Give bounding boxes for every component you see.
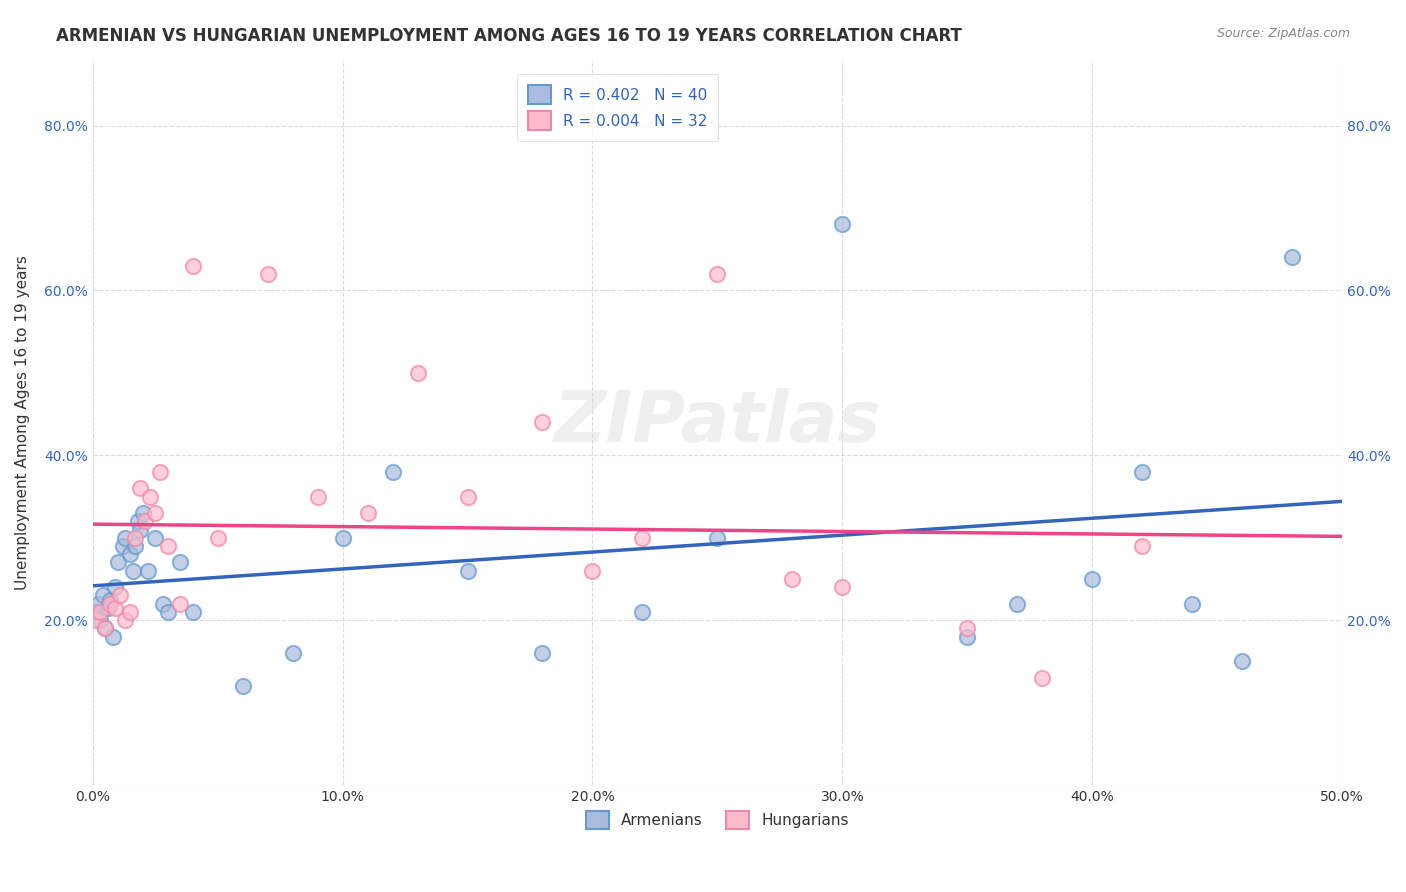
Point [457,564,479,578]
Point [127,514,149,528]
Point [94,622,117,636]
Text: ZIPatlas: ZIPatlas [554,388,882,457]
Point [531,646,554,660]
Point [1130,465,1153,479]
Point [98,592,121,607]
Point [121,564,143,578]
Point [356,506,378,520]
Point [706,531,728,545]
Point [956,622,979,636]
Point [307,490,329,504]
Point [381,465,404,479]
Point [1130,539,1153,553]
Point [84,605,107,619]
Point [831,218,853,232]
Point [89,605,111,619]
Point [406,366,429,380]
Point [89,613,111,627]
Point [114,531,136,545]
Point [332,531,354,545]
Point [107,556,129,570]
Point [98,597,121,611]
Point [143,506,166,520]
Point [101,630,124,644]
Point [181,259,204,273]
Point [457,490,479,504]
Point [120,605,142,619]
Point [131,506,153,520]
Point [1281,251,1303,265]
Point [207,531,229,545]
Point [108,589,131,603]
Point [181,605,204,619]
Point [1181,597,1204,611]
Point [232,679,254,693]
Point [531,415,554,429]
Point [120,547,142,561]
Point [156,605,179,619]
Point [136,564,159,578]
Point [129,481,152,495]
Text: ARMENIAN VS HUNGARIAN UNEMPLOYMENT AMONG AGES 16 TO 19 YEARS CORRELATION CHART: ARMENIAN VS HUNGARIAN UNEMPLOYMENT AMONG… [56,27,962,45]
Legend: Armenians, Hungarians: Armenians, Hungarians [581,805,855,836]
Point [706,267,728,281]
Point [256,267,278,281]
Point [581,564,603,578]
Point [169,597,191,611]
Point [114,613,136,627]
Point [281,646,304,660]
Point [94,622,117,636]
Point [782,572,804,586]
Point [124,539,146,553]
Point [149,465,172,479]
Point [129,523,152,537]
Point [956,630,979,644]
Point [156,539,179,553]
Point [97,600,120,615]
Point [1232,655,1254,669]
Text: Source: ZipAtlas.com: Source: ZipAtlas.com [1216,27,1350,40]
Point [169,556,191,570]
Point [91,589,114,603]
Point [104,580,127,594]
Point [1031,671,1053,685]
Point [152,597,174,611]
Point [631,531,654,545]
Point [1081,572,1104,586]
Point [143,531,166,545]
Point [1007,597,1029,611]
Point [111,539,134,553]
Point [831,580,853,594]
Y-axis label: Unemployment Among Ages 16 to 19 years: Unemployment Among Ages 16 to 19 years [15,255,30,590]
Point [86,597,108,611]
Point [139,490,162,504]
Point [124,531,146,545]
Point [84,613,107,627]
Point [134,514,156,528]
Point [104,600,127,615]
Point [631,605,654,619]
